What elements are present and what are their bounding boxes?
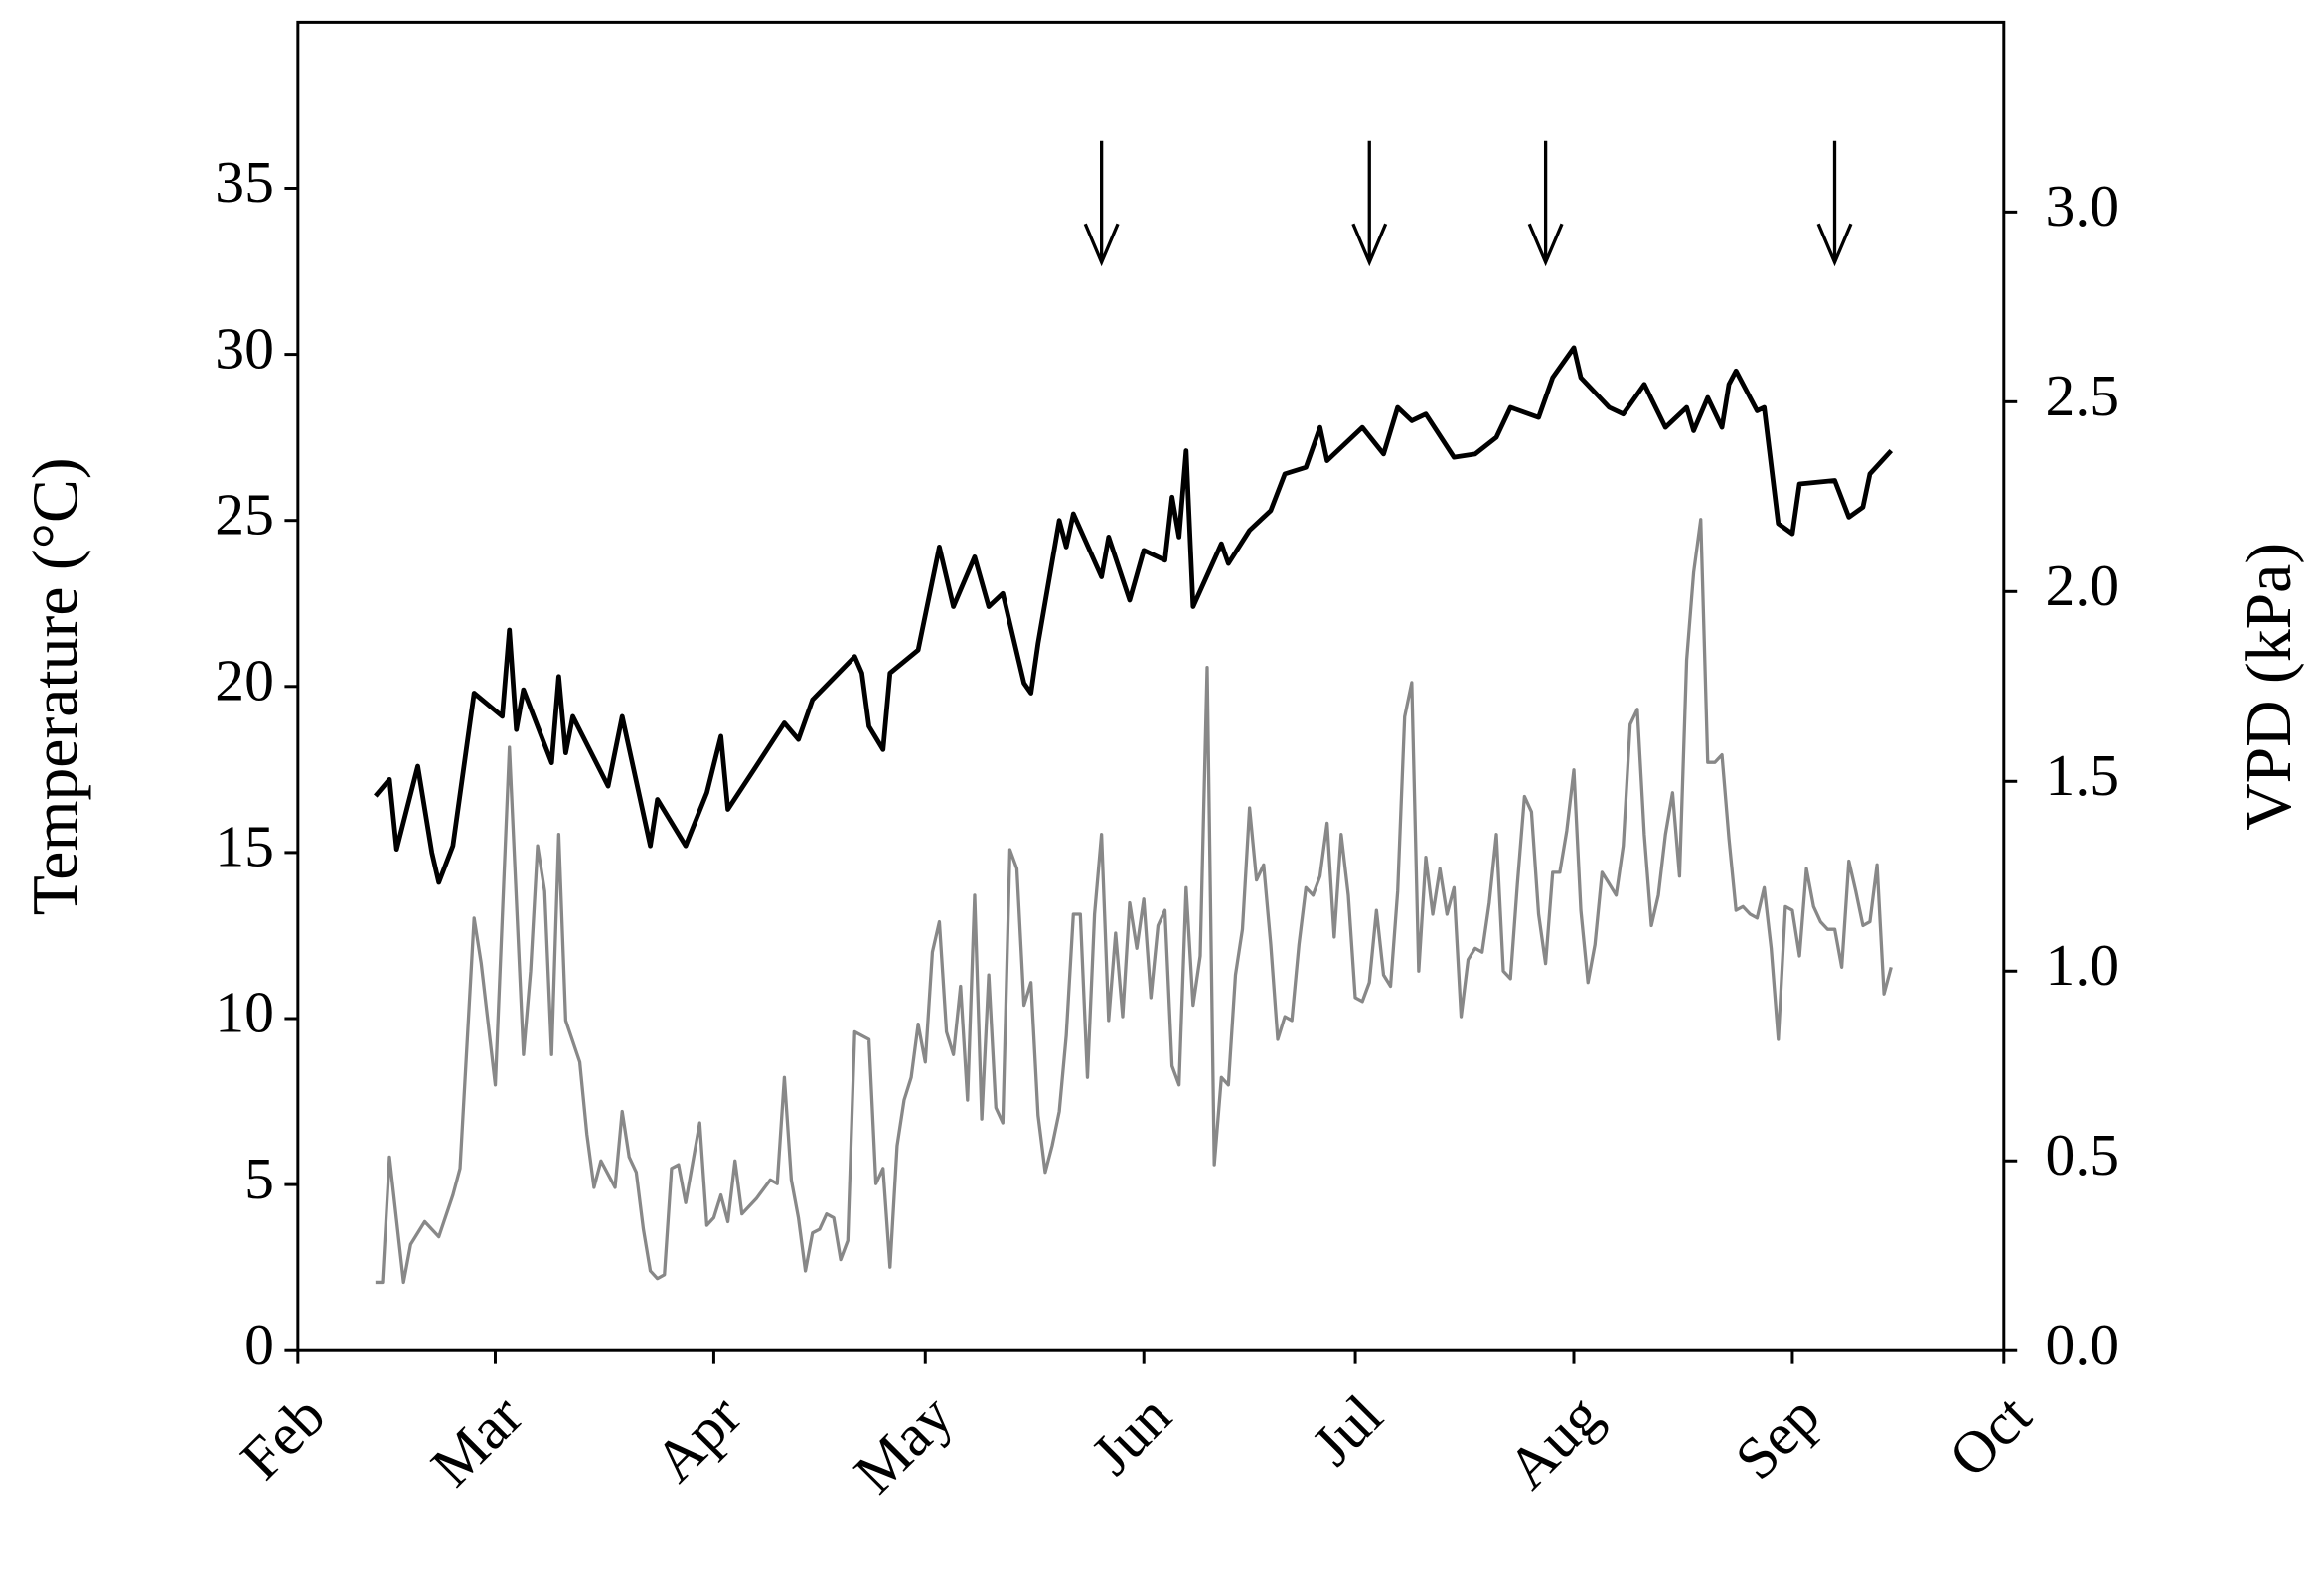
y-tick-label: 0 (244, 1312, 274, 1377)
y-tick-label: 35 (215, 149, 274, 215)
arrow (1527, 140, 1564, 267)
y-tick-label: 15 (215, 814, 274, 879)
y2-tick-label: 0.5 (2046, 1122, 2120, 1187)
x-tick-label: Oct (1937, 1382, 2044, 1490)
x-tick-label: May (842, 1382, 965, 1505)
y-tick-label: 30 (215, 315, 274, 381)
x-tick-label: Jun (1079, 1382, 1183, 1487)
arrow (1083, 140, 1120, 267)
y2-tick-label: 1.0 (2046, 932, 2120, 998)
y-tick-label: 20 (215, 647, 274, 712)
data-line (375, 518, 1893, 1285)
arrow-shape (1351, 140, 1388, 267)
y2-tick-label: 2.0 (2046, 552, 2120, 618)
x-tick-label: Aug (1494, 1382, 1613, 1500)
y2-tick-label: 3.0 (2046, 173, 2120, 238)
y2-tick-label: 2.5 (2046, 363, 2120, 428)
plot-frame (296, 20, 2006, 1352)
y2-axis-label: VPD (kPa) (2234, 543, 2305, 831)
arrow-shape (1816, 140, 1853, 267)
x-tick-label: Sep (1723, 1382, 1832, 1492)
arrow-shape (1527, 140, 1564, 267)
y2-tick-label: 1.5 (2046, 742, 2120, 808)
x-tick-label: Feb (229, 1382, 338, 1492)
y-axis-label: Temperature (°C) (21, 457, 92, 915)
data-line (374, 345, 1894, 885)
arrow-shape (1083, 140, 1120, 267)
y-tick-label: 25 (215, 481, 274, 547)
y-tick-label: 5 (244, 1146, 274, 1211)
x-tick-label: Apr (642, 1382, 753, 1494)
y-tick-label: 10 (215, 980, 274, 1045)
y2-tick-label: 0.0 (2046, 1312, 2120, 1377)
x-tick-label: Jul (1300, 1382, 1395, 1478)
arrow (1816, 140, 1853, 267)
arrow (1351, 140, 1388, 267)
x-tick-label: Mar (418, 1382, 535, 1498)
